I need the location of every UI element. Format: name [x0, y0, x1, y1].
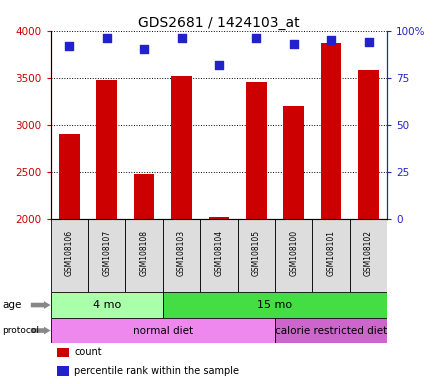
Bar [88, 218, 125, 292]
Bar [57, 366, 69, 376]
Bar [171, 76, 192, 218]
Point [290, 41, 297, 47]
Text: GSM108107: GSM108107 [102, 230, 111, 276]
Bar [57, 348, 69, 357]
Text: age: age [2, 300, 22, 310]
Bar [358, 70, 379, 218]
Bar [246, 82, 267, 218]
Bar [51, 292, 163, 318]
Bar [163, 292, 387, 318]
Bar [200, 218, 238, 292]
Bar [321, 43, 341, 218]
Point [365, 39, 372, 45]
Bar [96, 79, 117, 218]
Text: 4 mo: 4 mo [92, 300, 121, 310]
Text: GSM108103: GSM108103 [177, 230, 186, 276]
Bar [125, 218, 163, 292]
Bar [312, 218, 350, 292]
Text: protocol: protocol [2, 326, 39, 335]
Point [66, 43, 73, 49]
Bar [275, 218, 312, 292]
Text: percentile rank within the sample: percentile rank within the sample [74, 366, 239, 376]
Bar [238, 218, 275, 292]
Bar [163, 218, 200, 292]
Text: normal diet: normal diet [133, 326, 193, 336]
Bar [51, 318, 275, 343]
Text: GSM108108: GSM108108 [139, 230, 149, 276]
Bar [275, 318, 387, 343]
Point [178, 35, 185, 41]
Point [327, 37, 335, 43]
Bar [59, 134, 80, 218]
Text: GSM108102: GSM108102 [364, 230, 373, 276]
Text: GSM108106: GSM108106 [65, 230, 74, 276]
Point [141, 46, 148, 53]
Point [253, 35, 260, 41]
Text: calorie restricted diet: calorie restricted diet [275, 326, 387, 336]
Bar [283, 106, 304, 218]
Bar [134, 174, 154, 218]
Bar [209, 217, 229, 218]
Text: 15 mo: 15 mo [257, 300, 293, 310]
Bar [51, 218, 88, 292]
Point [103, 35, 110, 41]
Text: GSM108100: GSM108100 [289, 230, 298, 276]
Text: GSM108105: GSM108105 [252, 230, 261, 276]
Text: GSM108101: GSM108101 [326, 230, 336, 276]
Text: GSM108104: GSM108104 [214, 230, 224, 276]
Text: count: count [74, 348, 102, 358]
Bar [350, 218, 387, 292]
Point [216, 61, 222, 68]
Title: GDS2681 / 1424103_at: GDS2681 / 1424103_at [138, 16, 300, 30]
